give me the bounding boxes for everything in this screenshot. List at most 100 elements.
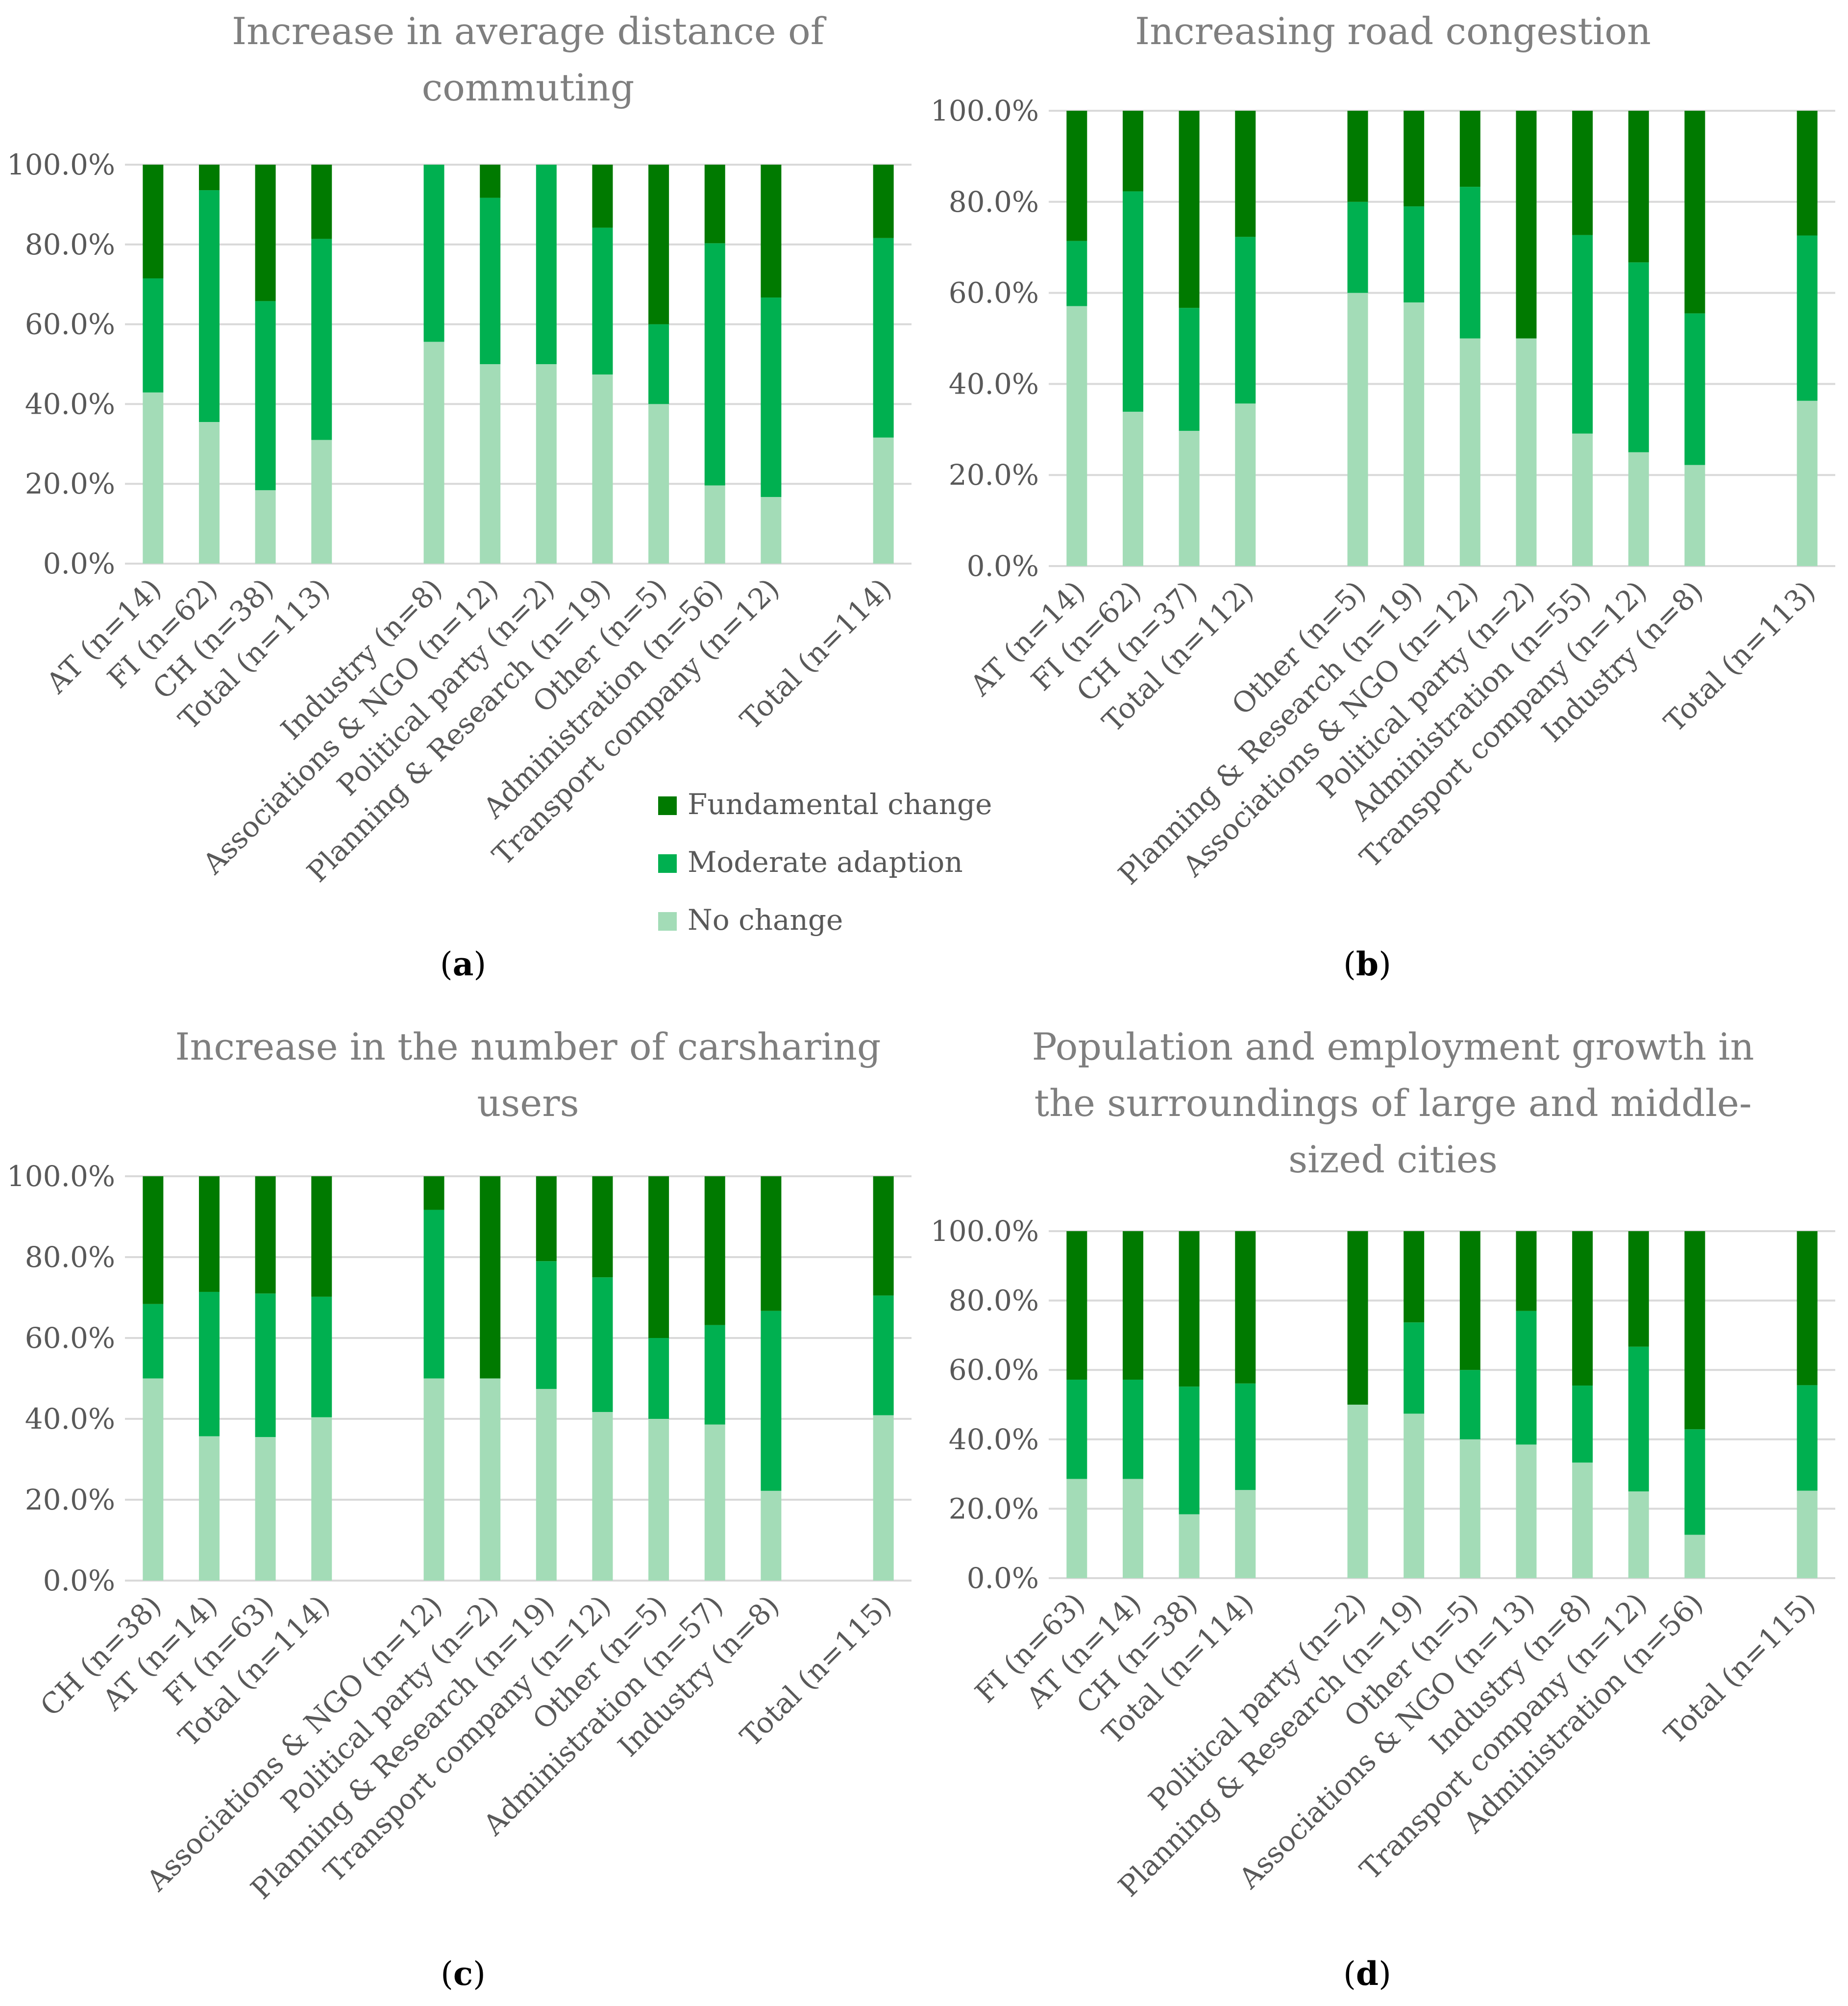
bar-segment-moderate-adaption (1797, 235, 1818, 401)
bar-segment-no-change (536, 1388, 557, 1581)
bar-segment-moderate-adaption (1235, 237, 1256, 404)
bar-segment-fundamental-change (1179, 111, 1200, 308)
bar-segment-fundamental-change (1516, 1231, 1537, 1311)
legend-swatch (658, 912, 677, 931)
bar-segment-no-change (1459, 338, 1480, 566)
bar-segment-no-change (761, 1490, 782, 1581)
bar-segment-moderate-adaption (704, 243, 725, 486)
panel-caption: (d) (1343, 1955, 1391, 1993)
y-tick-label: 40.0% (25, 1402, 115, 1436)
bar-segment-fundamental-change (761, 1176, 782, 1311)
bar-segment-fundamental-change (648, 165, 669, 324)
bar-segment-moderate-adaption (873, 238, 894, 438)
bar-segment-moderate-adaption (761, 1311, 782, 1491)
y-tick-label: 60.0% (949, 1353, 1039, 1387)
bar-segment-moderate-adaption (255, 301, 276, 491)
bar-segment-no-change (1122, 1479, 1143, 1578)
chart-title-line: Increasing road congestion (1135, 9, 1651, 53)
bar-segment-no-change (480, 364, 501, 564)
bar-segment-no-change (198, 422, 220, 564)
bar-segment-moderate-adaption (1459, 187, 1480, 339)
bar-segment-no-change (143, 1378, 164, 1581)
bar-segment-fundamental-change (143, 1176, 164, 1304)
bar-segment-moderate-adaption (1179, 1387, 1200, 1514)
bar-segment-fundamental-change (1179, 1231, 1200, 1387)
y-tick-label: 0.0% (43, 547, 115, 580)
panel-caption: (b) (1343, 945, 1391, 983)
y-tick-label: 0.0% (967, 549, 1039, 583)
bar-segment-no-change (1797, 400, 1818, 566)
bar-segment-moderate-adaption (1404, 1322, 1425, 1414)
bar-segment-fundamental-change (1459, 111, 1480, 187)
legend: Fundamental change Moderate adaption No ch… (658, 788, 992, 937)
bar-segment-no-change (1516, 338, 1537, 566)
bar-segment-moderate-adaption (311, 239, 332, 440)
bar-segment-moderate-adaption (311, 1296, 332, 1417)
y-tick-label: 100.0% (7, 1160, 115, 1193)
bar-segment-fundamental-change (1572, 111, 1593, 235)
chart-panel-b: Increasing road congestion 0.0% 20.0% 40.0%… (931, 9, 1835, 983)
bar-segment-moderate-adaption (198, 190, 220, 422)
bar-segment-fundamental-change (873, 165, 894, 238)
bar-segment-fundamental-change (592, 1176, 613, 1278)
bar-segment-fundamental-change (423, 1176, 444, 1210)
bar-segment-no-change (1235, 1490, 1256, 1578)
bar-segment-no-change (592, 374, 613, 564)
bar-segment-no-change (1179, 431, 1200, 566)
bar-segment-no-change (423, 342, 444, 564)
bar-segment-moderate-adaption (1179, 308, 1200, 431)
bar-segment-fundamental-change (311, 1176, 332, 1297)
chart-panel-a: Increase in average distance of commuting… (7, 9, 912, 983)
chart-title-line: Increase in average distance of (232, 9, 827, 53)
bar-segment-fundamental-change (1235, 1231, 1256, 1384)
bar-segment-no-change (1628, 452, 1649, 566)
bar-segment-moderate-adaption (423, 165, 444, 342)
bar-segment-no-change (1684, 465, 1705, 566)
bar-segment-moderate-adaption (1122, 191, 1143, 412)
bar-segment-fundamental-change (704, 165, 725, 244)
bar-segment-fundamental-change (311, 165, 332, 239)
y-tick-label: 20.0% (949, 458, 1039, 492)
chart-title-line: commuting (422, 66, 635, 109)
bar-segment-moderate-adaption (143, 1304, 164, 1379)
bar-segment-fundamental-change (1572, 1231, 1593, 1386)
bar-segment-fundamental-change (480, 1176, 501, 1379)
bar-segment-moderate-adaption (1628, 1346, 1649, 1491)
bar-segment-no-change (1684, 1535, 1705, 1578)
bar-segment-fundamental-change (198, 1176, 220, 1292)
bar-segment-moderate-adaption (255, 1293, 276, 1437)
bar-segment-fundamental-change (1797, 1231, 1818, 1386)
chart-panel-d: Population and employment growth in the s… (931, 1025, 1835, 1993)
legend-label: No change (688, 903, 843, 937)
bar-segment-moderate-adaption (143, 278, 164, 393)
bar-segment-fundamental-change (1066, 111, 1087, 241)
bar-segment-moderate-adaption (648, 1338, 669, 1419)
y-tick-label: 60.0% (25, 308, 115, 341)
bar-segment-fundamental-change (873, 1176, 894, 1296)
bar-segment-no-change (1459, 1439, 1480, 1578)
bar-segment-fundamental-change (1684, 111, 1705, 314)
bar-segment-no-change (1235, 403, 1256, 566)
bar-segment-moderate-adaption (1684, 313, 1705, 465)
bar-segment-fundamental-change (1235, 111, 1256, 237)
bar-segment-fundamental-change (1459, 1231, 1480, 1370)
bar-segment-no-change (1122, 412, 1143, 566)
y-tick-label: 80.0% (949, 185, 1039, 219)
bar-segment-fundamental-change (592, 165, 613, 228)
y-tick-label: 40.0% (949, 367, 1039, 400)
panel-caption: (a) (440, 945, 486, 983)
bar-segment-fundamental-change (1347, 111, 1368, 202)
y-tick-label: 100.0% (931, 94, 1039, 127)
bar-segment-moderate-adaption (592, 227, 613, 375)
bar-segment-moderate-adaption (1066, 241, 1087, 306)
bar-segment-no-change (648, 404, 669, 564)
bar-segment-no-change (1404, 1413, 1425, 1578)
bar-segment-moderate-adaption (1572, 1386, 1593, 1463)
bar-segment-no-change (592, 1412, 613, 1581)
chart-title-line: Population and employment growth in (1032, 1025, 1754, 1068)
chart-title-line: Increase in the number of carsharing (175, 1025, 881, 1068)
bar-segment-no-change (1797, 1490, 1818, 1578)
bar-segment-no-change (198, 1436, 220, 1581)
y-tick-label: 40.0% (949, 1423, 1039, 1456)
bar-segment-moderate-adaption (1459, 1370, 1480, 1439)
